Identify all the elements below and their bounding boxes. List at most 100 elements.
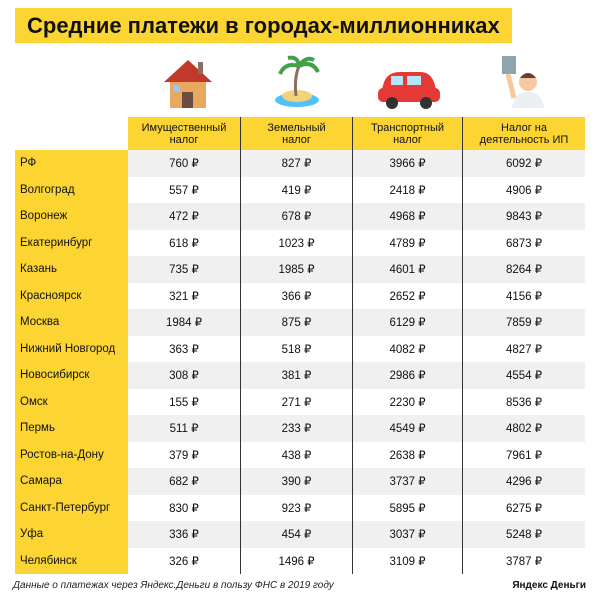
tax-value: 3109 ₽ [352,547,462,574]
tax-value: 155 ₽ [169,396,199,409]
brand: Яндекс Деньги [512,580,586,591]
tax-value: 4549 ₽ [352,415,462,442]
column-header: Транспортный налог [352,117,462,150]
tax-value: 5248 ₽ [462,521,585,548]
tax-value: 682 ₽ [128,468,240,495]
table-row: Воронеж 472 ₽678 ₽4968 ₽9843 ₽ [15,203,585,230]
house-icon [164,60,212,108]
tax-value: 419 ₽ [240,176,352,203]
tax-value: 760 ₽ [128,150,240,177]
tax-value: 3737 ₽ [352,468,462,495]
tax-value: 2418 ₽ [352,176,462,203]
tax-value: 7961 ₽ [462,441,585,468]
tax-value: 381 ₽ [240,362,352,389]
tax-value: 923 ₽ [240,494,352,521]
column-header: Имущественный налог [128,117,240,150]
city-name: Санкт-Петербург [15,494,128,521]
tax-value: 7859 ₽ [462,309,585,336]
tax-value: 233 ₽ [240,415,352,442]
table-row: Челябинск 326 ₽ 1496 ₽3109 ₽3787 ₽ [15,547,585,574]
tax-value: 4156 ₽ [462,282,585,309]
city-name: Екатеринбург [15,229,128,256]
tax-value: 3037 ₽ [352,521,462,548]
icons [164,55,544,109]
tax-value: 3966 ₽ [352,150,462,177]
tax-value: 6092 ₽ [462,150,585,177]
tax-value: 379 ₽ [169,449,199,462]
city-name: Новосибирск [15,362,128,389]
tax-value: 4827 ₽ [462,335,585,362]
tax-value: 390 ₽ [240,468,352,495]
city-name: Волгоград [15,176,128,203]
tax-value: 827 ₽ [240,150,352,177]
tax-value: 4554 ₽ [462,362,585,389]
title: Средние платежи в городах-миллионниках [15,8,512,43]
city-name: Красноярск [15,282,128,309]
tax-value: 618 ₽ [169,237,199,250]
tax-value: 321 ₽ [169,290,199,303]
tax-value: 363 ₽ [169,343,199,356]
table-row: Омск 155 ₽ 271 ₽2230 ₽8536 ₽ [15,388,585,415]
tax-value: 5895 ₽ [352,494,462,521]
city-name: Пермь [15,415,128,442]
table-row: Санкт-Петербург 830 ₽ 923 ₽5895 ₽6275 ₽ [15,494,585,521]
tax-value: 6129 ₽ [352,309,462,336]
tax-value: 4802 ₽ [462,415,585,442]
tax-value: 8264 ₽ [462,256,585,283]
tax-value: 4968 ₽ [352,203,462,230]
tax-value: 830 ₽ [169,502,199,515]
header-row: Имущественный налог Земельный налог Трансп… [15,117,585,150]
tax-value: 4601 ₽ [352,256,462,283]
column-header: Налог на деятельность ИП [462,117,585,150]
table-row: РФ 760 ₽827 ₽3966 ₽6092 ₽ [15,150,585,177]
tax-value: 1984 ₽ [128,309,240,336]
tax-value: 511 ₽ [128,415,240,442]
city-name: Казань [15,256,128,283]
tax-value: 2652 ₽ [352,282,462,309]
tax-value: 4296 ₽ [462,468,585,495]
tax-value: 438 ₽ [240,441,352,468]
tax-value: 308 ₽ [128,362,240,389]
tax-value: 6873 ₽ [462,229,585,256]
table-row: Екатеринбург 618 ₽ 1023 ₽4789 ₽6873 ₽ [15,229,585,256]
island-icon [275,55,320,107]
tax-value: 518 ₽ [240,335,352,362]
tax-value: 472 ₽ [128,203,240,230]
tax-value: 3787 ₽ [462,547,585,574]
city-name: Москва [15,309,128,336]
car-icon [378,72,440,109]
city-name: Воронеж [15,203,128,230]
table-row: Новосибирск 308 ₽381 ₽2986 ₽4554 ₽ [15,362,585,389]
city-name: Омск [15,388,128,415]
column-header: Земельный налог [240,117,352,150]
tax-value: 1985 ₽ [240,256,352,283]
tax-value: 1023 ₽ [240,229,352,256]
footer-note: Данные о платежах через Яндекс.Деньги в … [13,580,334,591]
tax-value: 326 ₽ [169,555,199,568]
table-row: Пермь 511 ₽233 ₽4549 ₽4802 ₽ [15,415,585,442]
tax-value: 8536 ₽ [462,388,585,415]
city-name: Уфа [15,521,128,548]
tax-value: 557 ₽ [169,184,199,197]
table-row: Самара 682 ₽390 ₽3737 ₽4296 ₽ [15,468,585,495]
city-name: Самара [15,468,128,495]
tax-value: 678 ₽ [240,203,352,230]
city-name: Челябинск [15,547,128,574]
tax-value: 875 ₽ [240,309,352,336]
table-row: Уфа 336 ₽454 ₽3037 ₽5248 ₽ [15,521,585,548]
city-name: Ростов-на-Дону [15,441,128,468]
tax-value: 6275 ₽ [462,494,585,521]
tax-value: 2986 ₽ [352,362,462,389]
city-name: РФ [15,150,128,177]
table-row: Красноярск 321 ₽ 366 ₽2652 ₽4156 ₽ [15,282,585,309]
table-row: Москва 1984 ₽875 ₽6129 ₽7859 ₽ [15,309,585,336]
tax-value: 2230 ₽ [352,388,462,415]
tax-value: 366 ₽ [240,282,352,309]
table-row: Ростов-на-Дону 379 ₽ 438 ₽2638 ₽7961 ₽ [15,441,585,468]
tax-value: 9843 ₽ [462,203,585,230]
tax-value: 735 ₽ [128,256,240,283]
tax-value: 4789 ₽ [352,229,462,256]
tax-value: 2638 ₽ [352,441,462,468]
tax-value: 1496 ₽ [240,547,352,574]
